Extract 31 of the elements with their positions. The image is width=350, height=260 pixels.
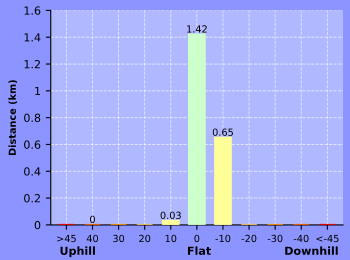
y-tick-label: 1: [35, 86, 40, 96]
x-tick-label: 10: [166, 234, 176, 242]
bar: [162, 220, 180, 225]
y-tick-label: 1.4: [24, 33, 40, 42]
bar: [188, 33, 206, 225]
y-tick-label: 0: [34, 220, 40, 230]
bar: [214, 136, 232, 225]
x-tick-label: 30: [113, 234, 124, 242]
x-tick-label: 20: [139, 234, 150, 242]
x-tick-label: -20: [242, 234, 256, 242]
y-axis-title: Distance (km): [8, 80, 18, 156]
y-tick-label: 0.4: [24, 167, 40, 176]
text: Uphill: [60, 246, 95, 258]
data-label: 0: [90, 216, 95, 224]
x-tick-label: >45: [57, 234, 76, 242]
y-tick-label: 0.6: [24, 140, 40, 149]
y-tick-label: 0.2: [24, 194, 40, 202]
x-tick-label: -40: [294, 234, 309, 242]
data-label: 0.65: [212, 128, 233, 136]
x-tick-label: <-45: [316, 234, 339, 242]
x-tick-label: 40: [86, 234, 98, 242]
text: Downhill: [285, 246, 338, 255]
y-tick-label: 1.2: [24, 60, 40, 68]
text: Flat: [188, 246, 211, 255]
y-tick-label: 0.8: [24, 114, 40, 122]
y-tick-label: 1.6: [24, 6, 40, 15]
x-tick-label: -10: [216, 234, 230, 242]
data-label: 0.03: [160, 212, 181, 219]
x-tick-label: 0: [194, 234, 200, 242]
data-label: 1.42: [187, 25, 207, 33]
x-tick-label: -30: [268, 234, 282, 242]
